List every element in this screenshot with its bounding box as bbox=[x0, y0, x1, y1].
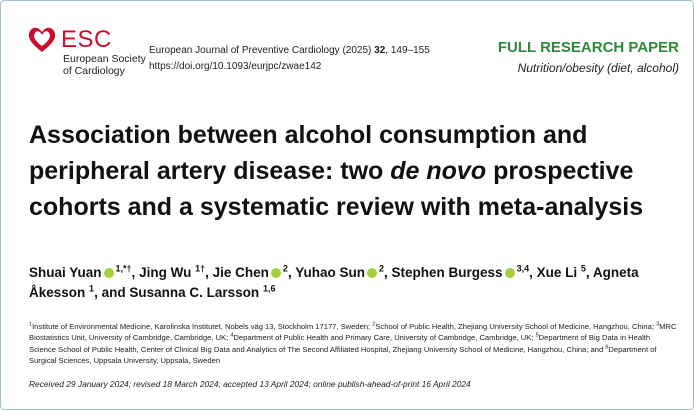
author-name: Jie Chen bbox=[212, 265, 269, 280]
doi[interactable]: https://doi.org/10.1093/eurjpc/zwae142 bbox=[149, 61, 322, 72]
separator: , bbox=[585, 265, 590, 280]
author-name: Shuai Yuan bbox=[29, 265, 102, 280]
society-line: European Society bbox=[63, 53, 146, 65]
separator: , bbox=[287, 265, 292, 280]
author-name: Susanna C. Larsson bbox=[129, 285, 260, 300]
author-affiliation: 2 bbox=[378, 263, 384, 274]
author-affiliation: 1† bbox=[195, 263, 206, 274]
dates: Received 29 January 2024; revised 18 Mar… bbox=[29, 379, 471, 389]
conjunction: and bbox=[101, 285, 126, 300]
separator: , bbox=[529, 265, 533, 280]
journal-citation: European Journal of Preventive Cardiolog… bbox=[149, 45, 430, 56]
affiliation-text: Department of Public Health and Primary … bbox=[233, 333, 534, 343]
esc-heart-logo bbox=[28, 27, 56, 52]
pages: , 149–155 bbox=[385, 45, 430, 56]
affiliation-number: 1 bbox=[29, 321, 33, 328]
title-text: prospective cohorts and a systematic rev… bbox=[29, 157, 644, 221]
affiliation-text: Department of Surgical Sciences, Uppsala… bbox=[29, 344, 657, 365]
orcid-icon[interactable] bbox=[270, 268, 281, 278]
affiliations: 1Institute of Environmental Medicine, Ka… bbox=[29, 321, 679, 366]
affiliation-number: 4 bbox=[230, 332, 234, 339]
society-name: European Society of Cardiology bbox=[63, 53, 146, 77]
author-name: Agneta Åkesson bbox=[29, 265, 639, 300]
separator: , bbox=[131, 265, 136, 280]
affiliation-number: 5 bbox=[535, 332, 539, 339]
author-name: Stephen Burgess bbox=[391, 265, 503, 280]
affiliation-number: 3 bbox=[656, 321, 660, 328]
topic: Nutrition/obesity (diet, alcohol) bbox=[517, 61, 679, 75]
affiliation-text: MRC Biostatistics Unit, University of Ca… bbox=[29, 322, 677, 343]
orcid-icon[interactable] bbox=[366, 268, 377, 278]
author-affiliation: 3,4 bbox=[516, 263, 530, 274]
title: Association between alcohol consumption … bbox=[29, 117, 679, 225]
orcid-icon[interactable] bbox=[103, 268, 114, 278]
separator: , bbox=[384, 265, 388, 280]
affiliation-text: School of Public Health, Zhejiang Univer… bbox=[375, 322, 654, 331]
author-name: Jing Wu bbox=[139, 265, 192, 280]
author-name: Xue Li bbox=[536, 265, 578, 280]
society-line: of Cardiology bbox=[63, 65, 125, 77]
journal: European Journal of Preventive Cardiolog… bbox=[149, 45, 372, 56]
author-affiliation: 5 bbox=[580, 263, 586, 274]
separator: , bbox=[94, 285, 98, 300]
affiliation-text: Department of Big Data in Health Science… bbox=[29, 333, 651, 354]
affiliation-number: 6 bbox=[605, 344, 609, 351]
article-type: FULL RESEARCH PAPER bbox=[497, 39, 679, 56]
logo-text: ESC bbox=[61, 26, 112, 53]
separator: , bbox=[205, 265, 209, 280]
orcid-icon[interactable] bbox=[504, 268, 515, 278]
title-text: Association between alcohol consumption … bbox=[29, 121, 588, 185]
authors: Shuai Yuan 1,*†, Jing Wu 1†, Jie Chen 2, Y… bbox=[29, 263, 679, 303]
title-italic: de novo bbox=[390, 157, 487, 185]
author-affiliation: 1 bbox=[89, 283, 95, 294]
author-affiliation: 2 bbox=[282, 263, 288, 274]
affiliation-number: 2 bbox=[372, 321, 376, 328]
affiliation-text: Institute of Environmental Medicine, Kar… bbox=[32, 322, 371, 331]
volume: 32 bbox=[374, 45, 386, 56]
author-affiliation: 1,6 bbox=[262, 283, 276, 294]
author-name: Yuhao Sun bbox=[295, 265, 365, 280]
author-affiliation: 1,*† bbox=[115, 263, 132, 274]
